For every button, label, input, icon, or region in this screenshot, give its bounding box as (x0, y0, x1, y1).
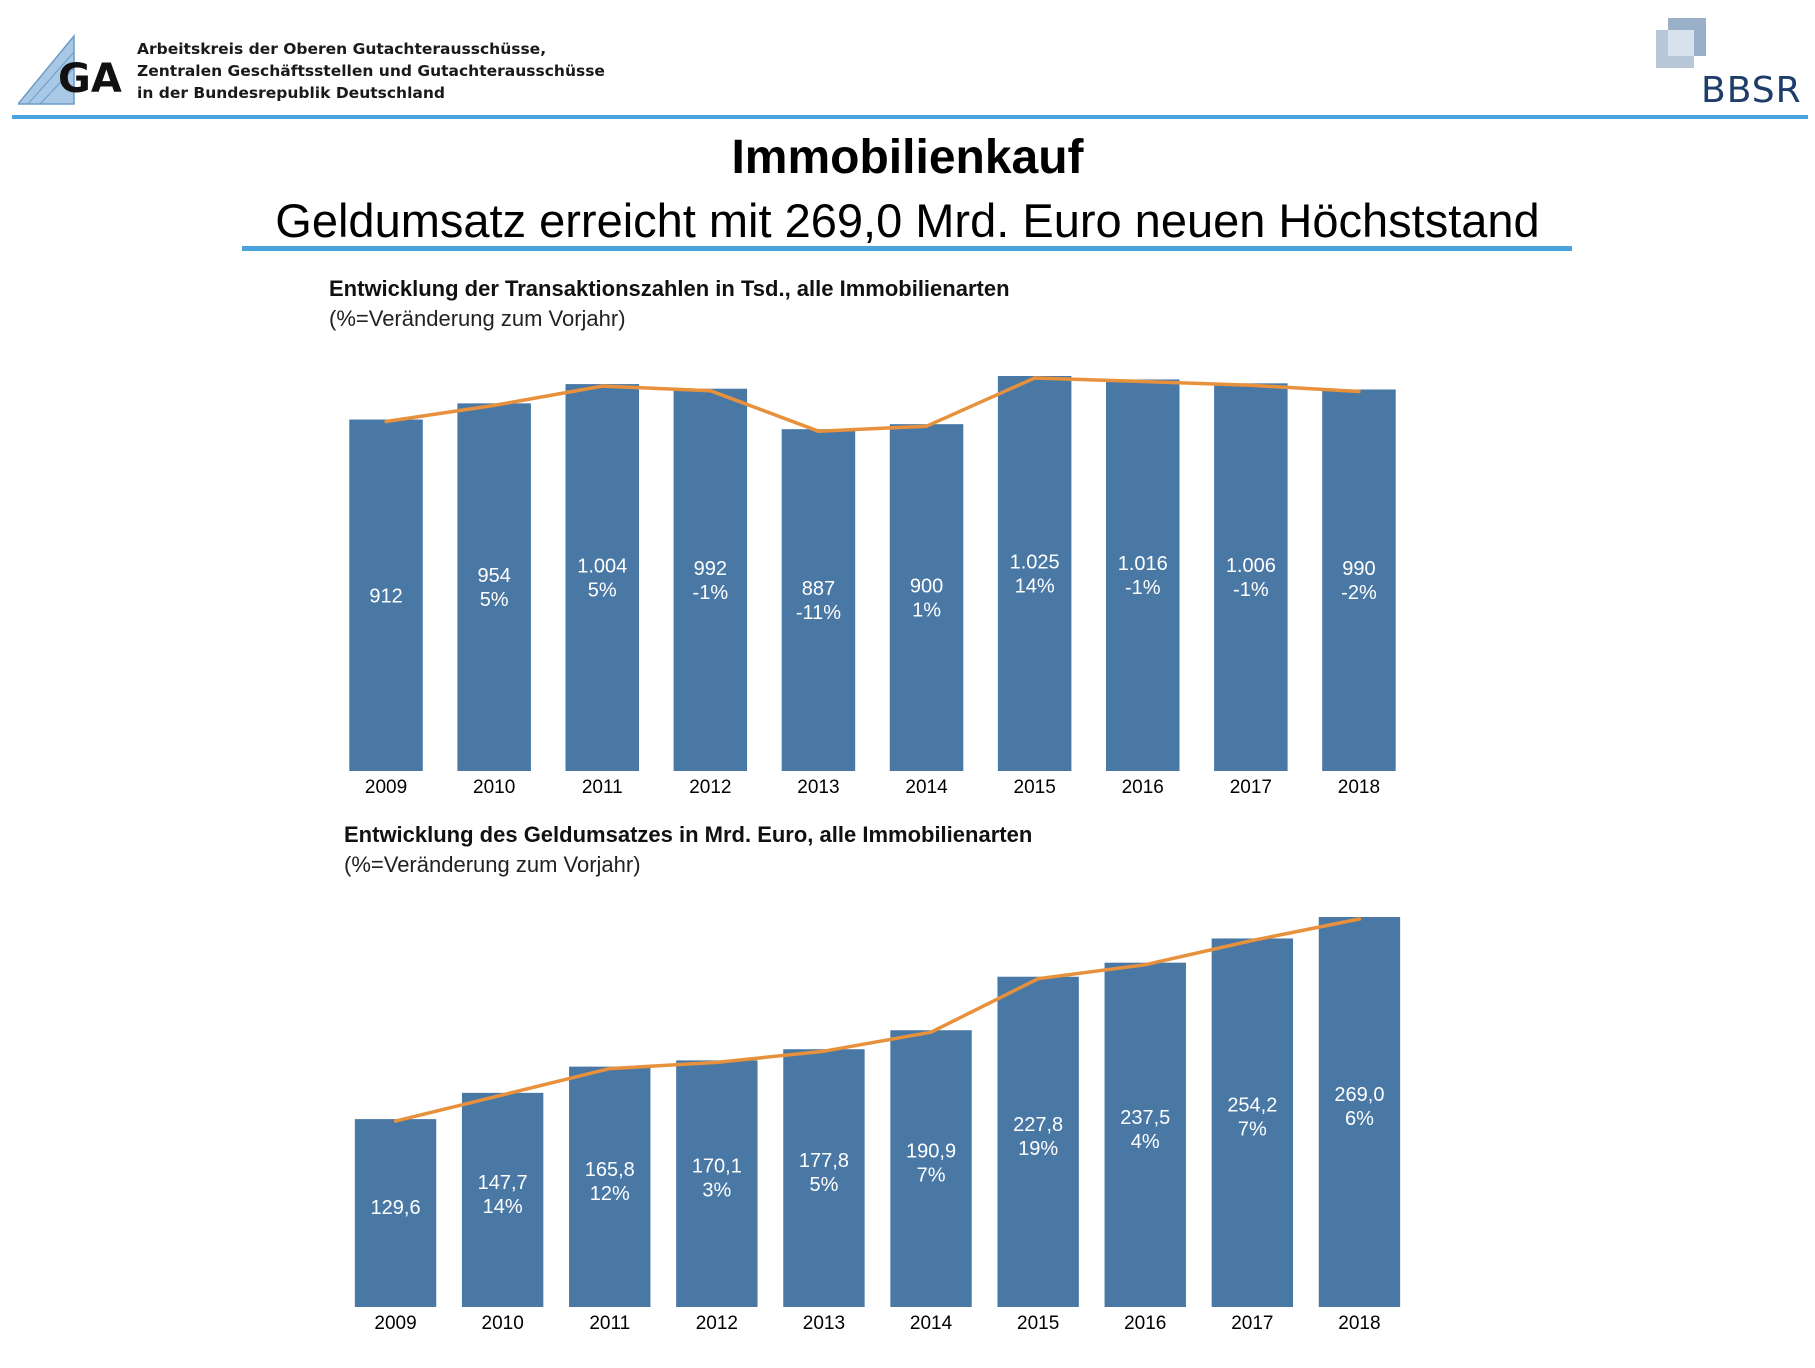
chart-2-subtitle: (%=Veränderung zum Vorjahr) (344, 852, 641, 877)
value-label-2018: 990 (1342, 558, 1375, 580)
bar-2009 (349, 419, 423, 771)
change-label-2017: -1% (1233, 579, 1269, 601)
chart-1-subtitle: (%=Veränderung zum Vorjahr) (329, 306, 626, 331)
change-label-2011: 12% (590, 1183, 630, 1205)
bar-2017 (1214, 383, 1288, 771)
value-label-2017: 1.006 (1226, 555, 1276, 577)
trend-line (384, 376, 1361, 433)
bar-2017 (1211, 938, 1294, 1307)
x-tick-2009: 2009 (374, 1313, 416, 1334)
value-label-2011: 1.004 (577, 556, 627, 578)
ga-logo-text: GA (58, 56, 122, 102)
header: GA Arbeitskreis der Oberen Gutachterauss… (0, 0, 1815, 130)
bar-2015 (997, 376, 1072, 771)
org-line-1: Arbeitskreis der Oberen Gutachterausschü… (137, 40, 547, 58)
change-label-2012: 3% (702, 1180, 731, 1202)
bar-2016 (1105, 379, 1180, 771)
x-tick-2016: 2016 (1122, 777, 1164, 798)
value-label-2010: 147,7 (478, 1172, 528, 1194)
change-label-2012: -1% (693, 582, 729, 604)
value-label-2012: 170,1 (692, 1156, 742, 1178)
x-tick-2010: 2010 (473, 777, 515, 798)
bar-2012 (673, 388, 748, 771)
change-label-2016: -1% (1125, 577, 1161, 599)
x-tick-2013: 2013 (797, 777, 839, 798)
ga-logo: GA (18, 33, 122, 105)
value-label-2014: 900 (910, 576, 943, 598)
bar-2010 (457, 403, 531, 771)
x-tick-2012: 2012 (689, 777, 731, 798)
title-underline (242, 246, 1572, 251)
change-label-2014: 7% (917, 1165, 946, 1187)
x-tick-2015: 2015 (1014, 777, 1056, 798)
change-label-2015: 19% (1018, 1138, 1058, 1160)
bar-2018 (1322, 389, 1396, 771)
x-tick-2014: 2014 (910, 1313, 953, 1334)
value-label-2009: 129,6 (371, 1197, 421, 1219)
organisation-name: Arbeitskreis der Oberen Gutachterausschü… (137, 38, 605, 104)
bar-2009 (354, 1119, 437, 1307)
change-label-2017: 7% (1238, 1119, 1267, 1141)
value-label-2015: 227,8 (1013, 1114, 1063, 1136)
x-tick-2013: 2013 (803, 1313, 845, 1334)
x-tick-2011: 2011 (589, 1313, 630, 1334)
value-label-2016: 1.016 (1118, 553, 1168, 575)
value-label-2016: 237,5 (1120, 1107, 1170, 1129)
bar-2011 (569, 1066, 651, 1307)
x-tick-2010: 2010 (482, 1313, 524, 1334)
change-label-2014: 1% (912, 600, 941, 622)
bar-2011 (565, 384, 640, 771)
x-tick-2015: 2015 (1017, 1313, 1059, 1334)
change-label-2018: -2% (1341, 582, 1377, 604)
chart-1-title: Entwicklung der Transaktionszahlen in Ts… (329, 276, 1010, 301)
value-label-2013: 887 (802, 578, 835, 600)
chart-2-title: Entwicklung des Geldumsatzes in Mrd. Eur… (344, 822, 1033, 847)
value-label-2013: 177,8 (799, 1150, 849, 1172)
change-label-2011: 5% (588, 580, 617, 602)
change-label-2010: 5% (480, 589, 509, 611)
x-tick-2017: 2017 (1231, 1313, 1273, 1334)
change-label-2013: 5% (809, 1174, 838, 1196)
value-label-2012: 992 (694, 558, 727, 580)
bar-2013 (781, 429, 856, 771)
bbsr-logo-text: BBSR (1701, 70, 1802, 111)
org-line-2: Zentralen Geschäftsstellen und Gutachter… (137, 62, 605, 80)
bbsr-logo-mark (1656, 18, 1706, 68)
org-line-3: in der Bundesrepublik Deutschland (137, 84, 445, 102)
x-tick-2018: 2018 (1338, 1313, 1380, 1334)
value-label-2017: 254,2 (1227, 1095, 1277, 1117)
value-label-2010: 954 (477, 565, 510, 587)
change-label-2010: 14% (483, 1196, 523, 1218)
x-tick-2014: 2014 (905, 777, 948, 798)
value-label-2014: 190,9 (906, 1141, 956, 1163)
bar-2010 (461, 1092, 544, 1307)
bar-2014 (890, 1030, 972, 1307)
trend-line (393, 917, 1362, 1123)
change-label-2016: 4% (1131, 1131, 1160, 1153)
bar-2012 (676, 1060, 758, 1307)
change-label-2018: 6% (1345, 1108, 1374, 1130)
bar-2016 (1104, 962, 1186, 1307)
x-tick-2012: 2012 (696, 1313, 738, 1334)
x-tick-2011: 2011 (582, 777, 623, 798)
page-title: Immobilienkauf (731, 131, 1084, 184)
value-label-2015: 1.025 (1010, 552, 1060, 574)
header-divider (12, 115, 1808, 119)
change-label-2013: -11% (796, 602, 841, 624)
page-subtitle: Geldumsatz erreicht mit 269,0 Mrd. Euro … (275, 194, 1540, 247)
bar-2014 (889, 424, 964, 771)
value-label-2018: 269,0 (1334, 1084, 1384, 1106)
value-label-2011: 165,8 (585, 1159, 635, 1181)
bar-2015 (997, 976, 1079, 1307)
turnover-chart: 129,6 2009 147,714% 2010 165,812% 2011 170,13%… (354, 917, 1401, 1334)
change-label-2015: 14% (1015, 576, 1055, 598)
x-tick-2016: 2016 (1124, 1313, 1166, 1334)
x-tick-2018: 2018 (1338, 777, 1380, 798)
x-tick-2009: 2009 (365, 777, 407, 798)
x-tick-2017: 2017 (1230, 777, 1272, 798)
transaction-count-chart: 91220099545%20101.0045%2011992-1%2012887… (349, 376, 1396, 798)
value-label-2009: 912 (369, 585, 402, 607)
bar-2013 (783, 1049, 865, 1307)
bar-2018 (1318, 917, 1401, 1307)
